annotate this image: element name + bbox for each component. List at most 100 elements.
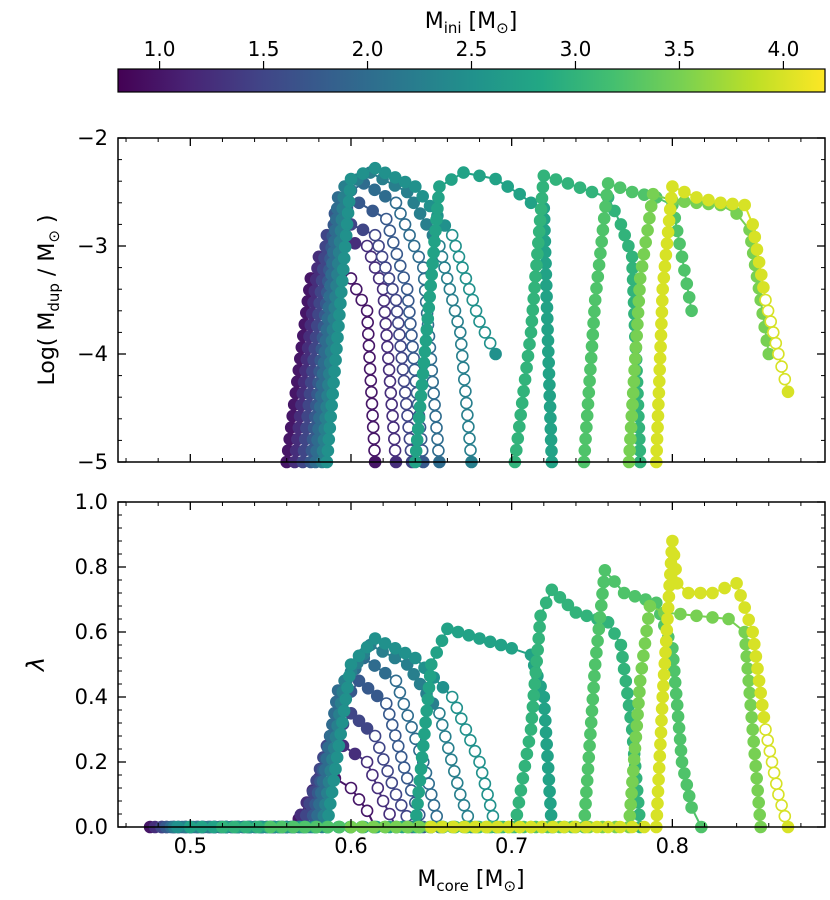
- data-point: [543, 785, 556, 798]
- data-point: [505, 641, 519, 655]
- data-point: [743, 686, 757, 700]
- data-point: [674, 744, 688, 757]
- data-point: [654, 328, 668, 342]
- data-point: [579, 797, 592, 811]
- data-point: [473, 632, 486, 645]
- data-point: [468, 744, 482, 758]
- data-point: [524, 196, 538, 210]
- data-point: [540, 312, 554, 325]
- data-point: [591, 634, 604, 648]
- data-point: [430, 809, 444, 823]
- data-point: [585, 704, 599, 718]
- data-point: [633, 674, 647, 688]
- data-point: [370, 689, 384, 703]
- data-point: [518, 373, 532, 386]
- data-point: [386, 282, 399, 296]
- data-point: [330, 751, 344, 764]
- colorbar-tick-label: 2.5: [456, 37, 488, 61]
- data-point: [662, 590, 676, 604]
- data-point: [587, 316, 600, 330]
- data-point: [382, 707, 396, 721]
- data-point: [524, 723, 538, 736]
- data-point: [654, 340, 667, 354]
- data-point: [368, 228, 382, 242]
- data-point: [408, 651, 422, 665]
- data-point: [629, 340, 643, 354]
- data-point: [430, 646, 444, 659]
- data-point: [404, 317, 417, 331]
- data-point: [473, 755, 486, 769]
- data-point: [387, 432, 401, 446]
- data-point: [650, 444, 664, 457]
- data-point: [342, 669, 356, 683]
- data-point: [614, 218, 628, 231]
- data-point: [360, 755, 374, 769]
- data-point: [447, 764, 461, 778]
- data-point: [751, 784, 765, 797]
- data-point: [372, 239, 385, 253]
- x-tick-label: 0.5: [174, 834, 207, 858]
- data-point: [426, 375, 440, 389]
- data-point: [775, 798, 788, 812]
- data-point: [748, 230, 762, 244]
- data-point: [372, 741, 386, 755]
- data-point: [690, 609, 703, 623]
- bottom-panel: 0.0 0.2 0.4 0.6 0.8 1.0 0.5 0.6 0.7 0.8 λ Mcore […: [22, 490, 826, 895]
- data-point: [394, 339, 407, 353]
- data-point: [464, 733, 477, 747]
- data-point: [761, 304, 775, 318]
- data-point: [456, 261, 469, 274]
- data-point: [533, 214, 547, 227]
- data-point: [390, 305, 404, 318]
- data-point: [489, 172, 502, 186]
- series-line: [150, 776, 376, 828]
- data-point: [685, 801, 698, 814]
- data-point: [422, 301, 436, 315]
- data-point: [666, 180, 679, 193]
- data-point: [527, 689, 541, 702]
- y-tick-label: 0.0: [75, 815, 108, 839]
- data-point: [675, 755, 689, 769]
- data-point: [541, 761, 555, 775]
- data-point: [405, 328, 418, 342]
- data-point: [360, 722, 374, 735]
- data-point: [536, 180, 550, 194]
- data-point: [525, 314, 539, 328]
- data-point: [457, 166, 470, 179]
- data-point: [596, 587, 609, 601]
- data-point: [428, 398, 441, 412]
- data-point: [432, 191, 445, 204]
- data-point: [441, 741, 455, 755]
- data-point: [450, 776, 464, 790]
- data-point: [549, 173, 563, 186]
- data-point: [650, 432, 664, 446]
- data-point: [646, 187, 660, 201]
- data-point: [397, 697, 411, 711]
- data-point: [390, 247, 404, 261]
- data-point: [324, 410, 338, 424]
- data-point: [368, 261, 382, 274]
- data-point: [757, 710, 771, 724]
- data-point: [331, 331, 344, 344]
- data-point: [394, 798, 408, 812]
- data-point: [321, 444, 335, 458]
- data-point: [361, 316, 375, 329]
- data-point: [339, 692, 353, 706]
- data-point: [584, 351, 598, 365]
- data-point: [416, 739, 430, 753]
- data-point: [389, 674, 403, 688]
- data-point: [754, 686, 768, 700]
- data-point: [398, 386, 412, 399]
- data-point: [658, 657, 672, 670]
- data-point: [597, 575, 611, 589]
- data-point: [588, 305, 601, 318]
- data-point: [368, 632, 382, 645]
- data-point: [509, 443, 523, 457]
- data-point: [417, 356, 431, 370]
- data-point: [750, 243, 764, 256]
- data-point: [489, 347, 502, 361]
- data-point: [462, 628, 476, 642]
- data-point: [424, 658, 438, 671]
- data-point: [660, 237, 674, 250]
- data-point: [420, 323, 434, 337]
